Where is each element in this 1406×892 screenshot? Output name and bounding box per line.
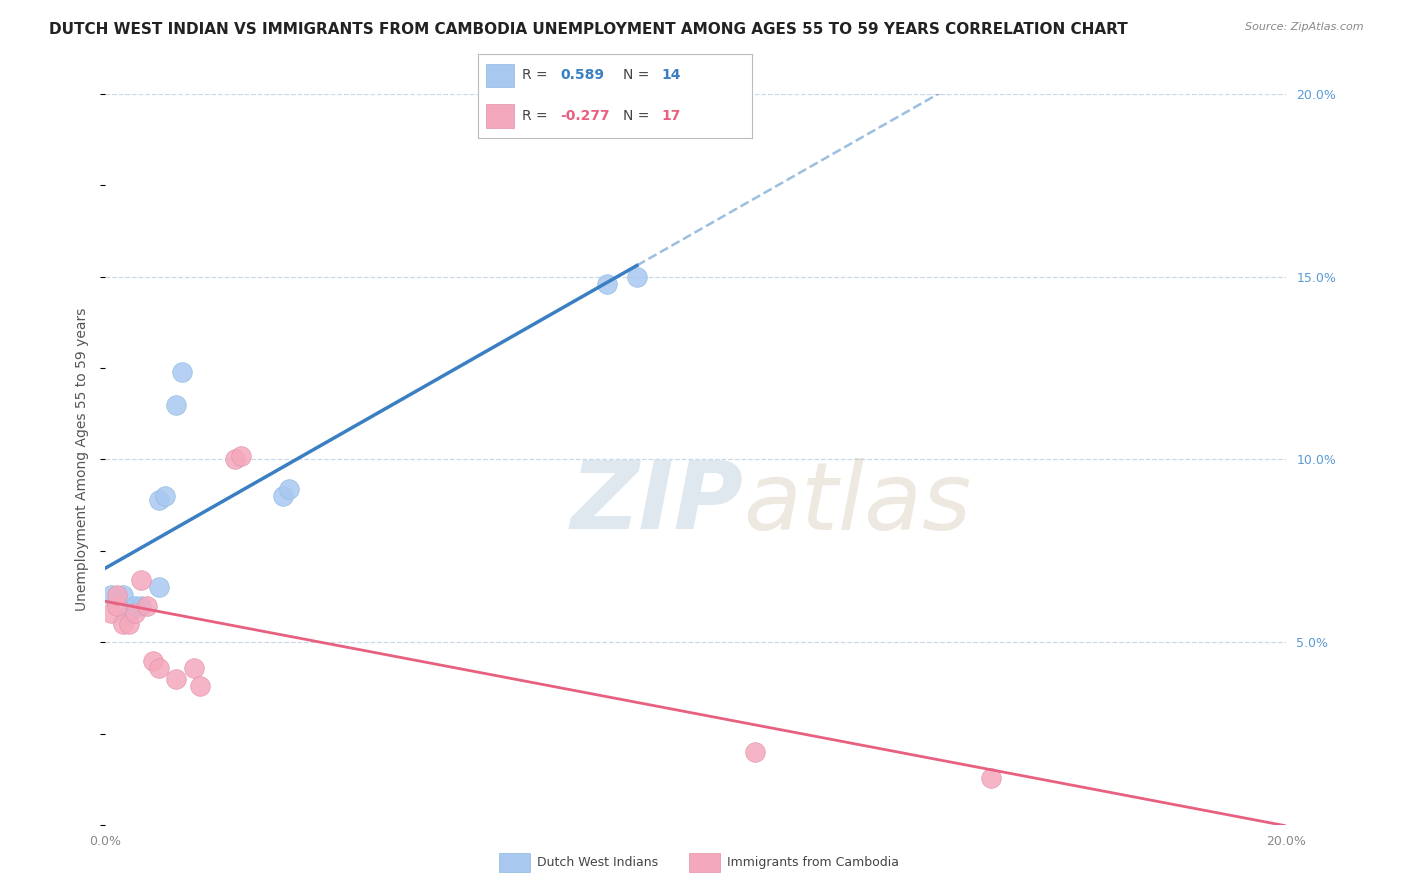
Point xyxy=(129,573,152,587)
Point xyxy=(153,489,176,503)
Text: R =: R = xyxy=(522,109,553,123)
Point xyxy=(148,661,170,675)
Point xyxy=(105,588,128,602)
Point xyxy=(142,653,165,667)
Point xyxy=(626,269,648,284)
Bar xyxy=(486,104,513,128)
Text: DUTCH WEST INDIAN VS IMMIGRANTS FROM CAMBODIA UNEMPLOYMENT AMONG AGES 55 TO 59 Y: DUTCH WEST INDIAN VS IMMIGRANTS FROM CAM… xyxy=(49,22,1128,37)
Point xyxy=(277,482,299,496)
Text: -0.277: -0.277 xyxy=(561,109,610,123)
Point xyxy=(112,617,135,632)
Point xyxy=(135,599,157,613)
Point xyxy=(183,661,205,675)
Y-axis label: Unemployment Among Ages 55 to 59 years: Unemployment Among Ages 55 to 59 years xyxy=(76,308,90,611)
Point xyxy=(188,679,211,693)
Point xyxy=(980,771,1002,785)
Text: N =: N = xyxy=(623,68,654,82)
Point xyxy=(172,365,194,379)
Point xyxy=(148,581,170,595)
Point xyxy=(100,588,122,602)
Point xyxy=(596,277,619,291)
Point xyxy=(224,452,246,467)
Point xyxy=(231,449,253,463)
Point xyxy=(105,599,128,613)
Text: Immigrants from Cambodia: Immigrants from Cambodia xyxy=(727,856,898,869)
Point xyxy=(271,489,294,503)
Point xyxy=(118,606,141,620)
Point xyxy=(129,599,152,613)
Text: ZIP: ZIP xyxy=(571,458,744,549)
Point xyxy=(124,599,146,613)
Text: N =: N = xyxy=(623,109,654,123)
Text: Source: ZipAtlas.com: Source: ZipAtlas.com xyxy=(1246,22,1364,32)
Text: atlas: atlas xyxy=(744,458,972,549)
Point xyxy=(744,745,766,759)
Text: 0.589: 0.589 xyxy=(561,68,605,82)
Bar xyxy=(486,63,513,87)
Point xyxy=(165,672,187,686)
Point xyxy=(118,617,141,632)
Point xyxy=(124,606,146,620)
Text: R =: R = xyxy=(522,68,553,82)
Point xyxy=(165,398,187,412)
Text: 17: 17 xyxy=(662,109,681,123)
Point xyxy=(100,606,122,620)
Point xyxy=(112,588,135,602)
Point xyxy=(148,492,170,507)
Text: 14: 14 xyxy=(662,68,682,82)
Text: Dutch West Indians: Dutch West Indians xyxy=(537,856,658,869)
